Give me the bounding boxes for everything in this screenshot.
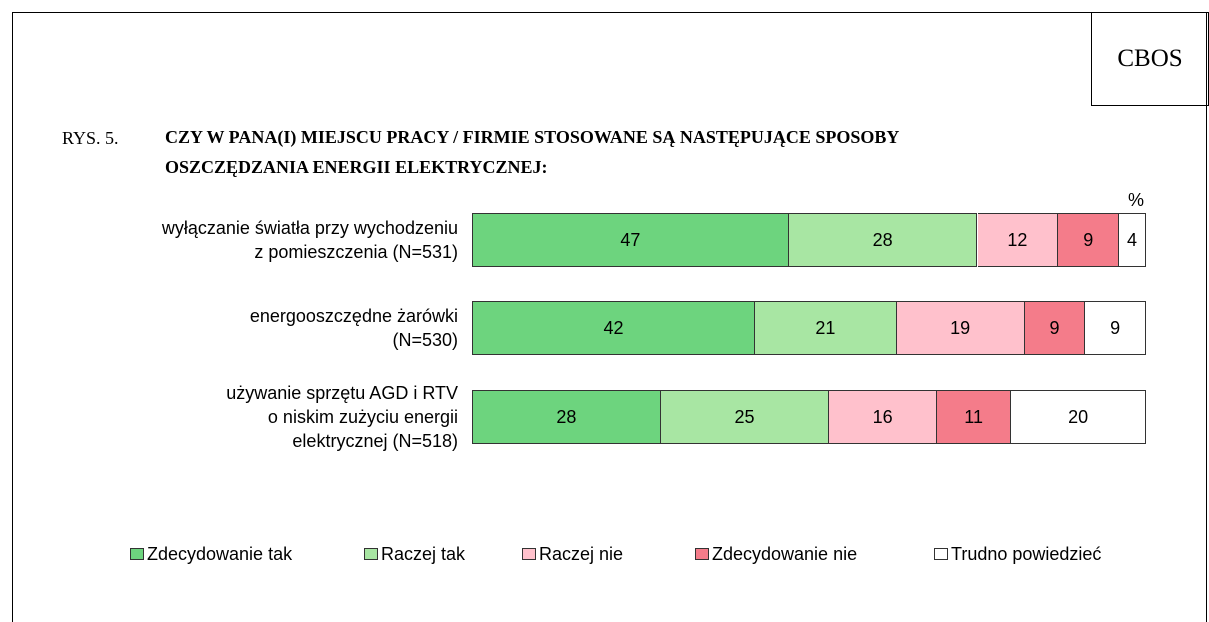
legend-item: Zdecydowanie nie <box>695 542 857 566</box>
bar-segment: 4 <box>1119 213 1146 267</box>
value-label: 47 <box>620 229 641 250</box>
bar-segment: 21 <box>755 301 897 355</box>
chart-title: CZY W PANA(I) MIEJSCU PRACY / FIRMIE STO… <box>165 127 900 177</box>
value-label: 4 <box>1127 229 1138 250</box>
legend-label: Zdecydowanie tak <box>147 543 293 564</box>
bar-segment: 47 <box>472 213 789 267</box>
brand: CBOS <box>1091 12 1209 106</box>
value-label: 28 <box>872 229 893 250</box>
legend-item: Raczej tak <box>364 542 465 566</box>
legend-swatch <box>695 548 709 560</box>
value-label: 19 <box>950 317 971 338</box>
legend-swatch <box>934 548 948 560</box>
legend-label: Raczej tak <box>381 543 466 564</box>
category-label: używanie sprzętu AGD i RTV o niskim zuży… <box>226 383 458 451</box>
bar-segment: 9 <box>1085 301 1146 355</box>
unit-label: % <box>1128 190 1145 210</box>
bar-segment: 19 <box>896 301 1025 355</box>
legend-item: Trudno powiedzieć <box>934 542 1101 566</box>
bar-segment: 28 <box>788 213 978 267</box>
legend-swatch <box>364 548 378 560</box>
value-label: 21 <box>815 317 836 338</box>
bar-segment: 16 <box>829 390 938 444</box>
bar-segment: 28 <box>472 390 661 444</box>
value-label: 42 <box>603 317 624 338</box>
bar-segment: 9 <box>1024 301 1086 355</box>
bar-segment: 9 <box>1058 213 1120 267</box>
legend-item: Zdecydowanie tak <box>130 542 292 566</box>
value-label: 12 <box>1007 229 1028 250</box>
legend-swatch <box>522 548 536 560</box>
value-label: 11 <box>964 406 983 427</box>
legend-label: Trudno powiedzieć <box>951 543 1102 564</box>
value-label: 20 <box>1068 406 1089 427</box>
value-label: 9 <box>1110 317 1121 338</box>
figure-label: RYS. 5. <box>62 128 119 148</box>
category-label: energooszczędne żarówki (N=530) <box>249 306 458 350</box>
value-label: 25 <box>734 406 755 427</box>
bar-segment: 11 <box>937 390 1012 444</box>
value-label: 9 <box>1083 229 1094 250</box>
legend-swatch <box>130 548 144 560</box>
value-label: 16 <box>872 406 893 427</box>
legend-label: Raczej nie <box>539 543 624 564</box>
value-label: 28 <box>556 406 577 427</box>
bar-segment: 20 <box>1011 390 1146 444</box>
bar-segment: 25 <box>660 390 830 444</box>
legend-item: Raczej nie <box>522 542 623 566</box>
bar-segment: 12 <box>977 213 1059 267</box>
frame <box>12 12 1207 622</box>
category-label: wyłączanie światła przy wychodzeniu z po… <box>161 218 458 262</box>
legend-label: Zdecydowanie nie <box>712 543 858 564</box>
value-label: 9 <box>1049 317 1060 338</box>
bar-segment: 42 <box>472 301 756 355</box>
